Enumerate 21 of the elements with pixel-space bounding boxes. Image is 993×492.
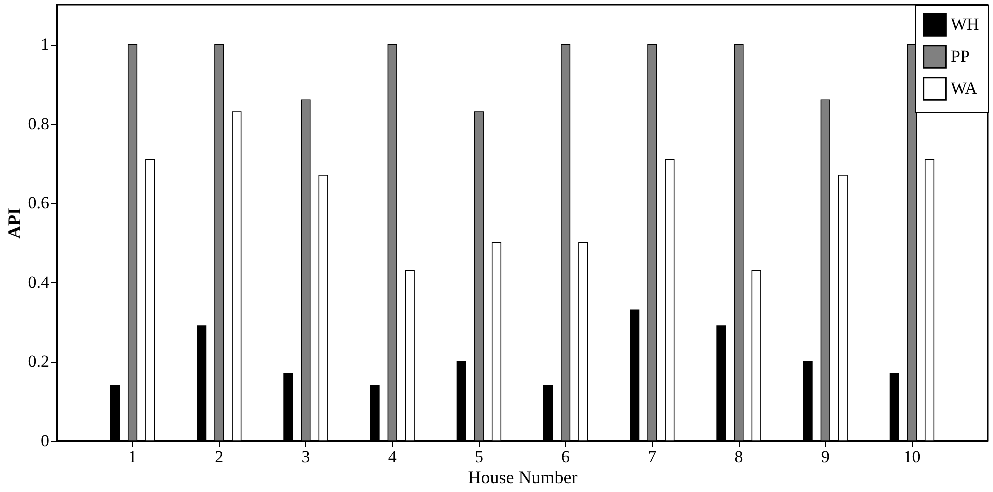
x-tick-label: 5 [474, 448, 484, 466]
y-axis-title: API [4, 208, 24, 239]
y-tick-label: 0.6 [28, 194, 50, 213]
x-tick-label: 1 [128, 448, 138, 466]
x-tick-label: 4 [388, 448, 398, 466]
y-tick-label: 1 [41, 35, 50, 54]
x-tick-label: 9 [821, 448, 830, 466]
x-tick-label: 6 [562, 448, 570, 466]
x-tick-label: 8 [734, 448, 744, 466]
legend-label: WA [951, 79, 978, 98]
x-axis-title: House Number [468, 468, 578, 488]
y-tick-label: 0 [41, 432, 50, 450]
x-tick-label: 3 [302, 448, 310, 466]
y-tick-label: 0.2 [28, 352, 50, 372]
x-tick-label: 7 [648, 448, 658, 466]
legend-label: PP [951, 47, 970, 66]
y-tick-label: 0.4 [28, 272, 50, 292]
x-tick-label: 10 [904, 448, 921, 466]
y-tick-label: 0.8 [28, 114, 50, 134]
legend-label: WH [951, 15, 980, 34]
x-tick-label: 2 [215, 448, 224, 466]
